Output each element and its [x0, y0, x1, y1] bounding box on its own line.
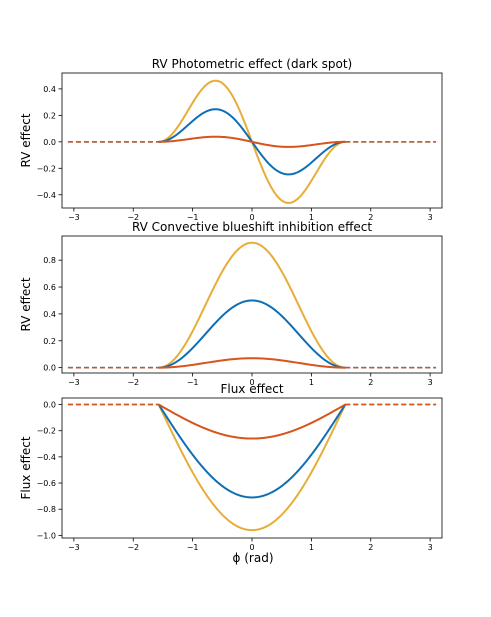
series-line-gold [157, 404, 347, 532]
x-tick-label: 1 [309, 543, 314, 552]
plot-frame [61, 235, 443, 374]
y-tick-label: 0.4 [43, 310, 56, 319]
chart-panel-2: RV Convective blueshift inhibition effec… [19, 220, 443, 387]
x-tick-label: −3 [68, 378, 80, 387]
chart-title: RV Photometric effect (dark spot) [152, 57, 353, 71]
series-line-red [158, 357, 346, 369]
series-line-red [158, 135, 346, 148]
x-tick-label: 3 [428, 378, 433, 387]
x-tick-label: 1 [309, 378, 314, 387]
y-tick-label: 0.8 [43, 256, 56, 265]
y-tick-label: 0.4 [43, 85, 56, 94]
y-tick-label: 0.0 [43, 364, 56, 373]
x-tick-label: −3 [68, 213, 80, 222]
chart-panel-3: Flux effect Flux effect −3 −2 −1 0 1 2 3 0.0 −0.2 −… [19, 382, 443, 552]
y-axis-label: RV effect [19, 277, 33, 331]
y-tick-label: −0.2 [37, 164, 56, 173]
x-tick-label: −1 [187, 213, 199, 222]
chart-title: RV Convective blueshift inhibition effec… [132, 220, 372, 234]
x-tick-label: −3 [68, 543, 80, 552]
x-tick-label: −2 [127, 213, 139, 222]
series-line-gold [158, 241, 346, 369]
y-tick-label: −0.6 [37, 479, 56, 488]
series-line-blue [158, 299, 346, 369]
y-tick-label: 0.2 [43, 111, 56, 120]
plot-frame [61, 72, 443, 209]
x-tick-label: 3 [428, 213, 433, 222]
y-axis-label: Flux effect [19, 436, 33, 499]
x-axis-label: ϕ (rad) [233, 551, 274, 565]
x-tick-label: 0 [249, 543, 254, 552]
x-tick-label: 1 [309, 213, 314, 222]
x-tick-label: 3 [428, 543, 433, 552]
x-tick-label: 0 [249, 378, 254, 387]
x-tick-label: 0 [249, 213, 254, 222]
y-tick-label: 0.0 [43, 401, 56, 410]
x-tick-label: 2 [368, 378, 373, 387]
y-tick-label: −0.4 [37, 453, 56, 462]
x-tick-label: −1 [187, 378, 199, 387]
chart-title: Flux effect [220, 382, 283, 396]
y-tick-label: 0.6 [43, 283, 56, 292]
x-tick-label: 2 [368, 543, 373, 552]
x-tick-label: −2 [127, 543, 139, 552]
x-tick-label: 2 [368, 213, 373, 222]
x-tick-label: −1 [187, 543, 199, 552]
y-tick-label: −0.2 [37, 427, 56, 436]
y-axis-label: RV effect [19, 113, 33, 167]
x-tick-label: −2 [127, 378, 139, 387]
plot-frame [61, 397, 443, 539]
y-tick-label: −0.4 [37, 191, 56, 200]
y-tick-label: −1.0 [37, 531, 56, 540]
series-line-blue [157, 403, 347, 499]
series-line-red [158, 403, 346, 440]
y-tick-label: −0.8 [37, 505, 56, 514]
chart-panel-1: RV Photometric effect (dark spot) RV effe… [19, 57, 443, 222]
y-tick-label: 0.2 [43, 337, 56, 346]
y-tick-label: 0.0 [43, 138, 56, 147]
